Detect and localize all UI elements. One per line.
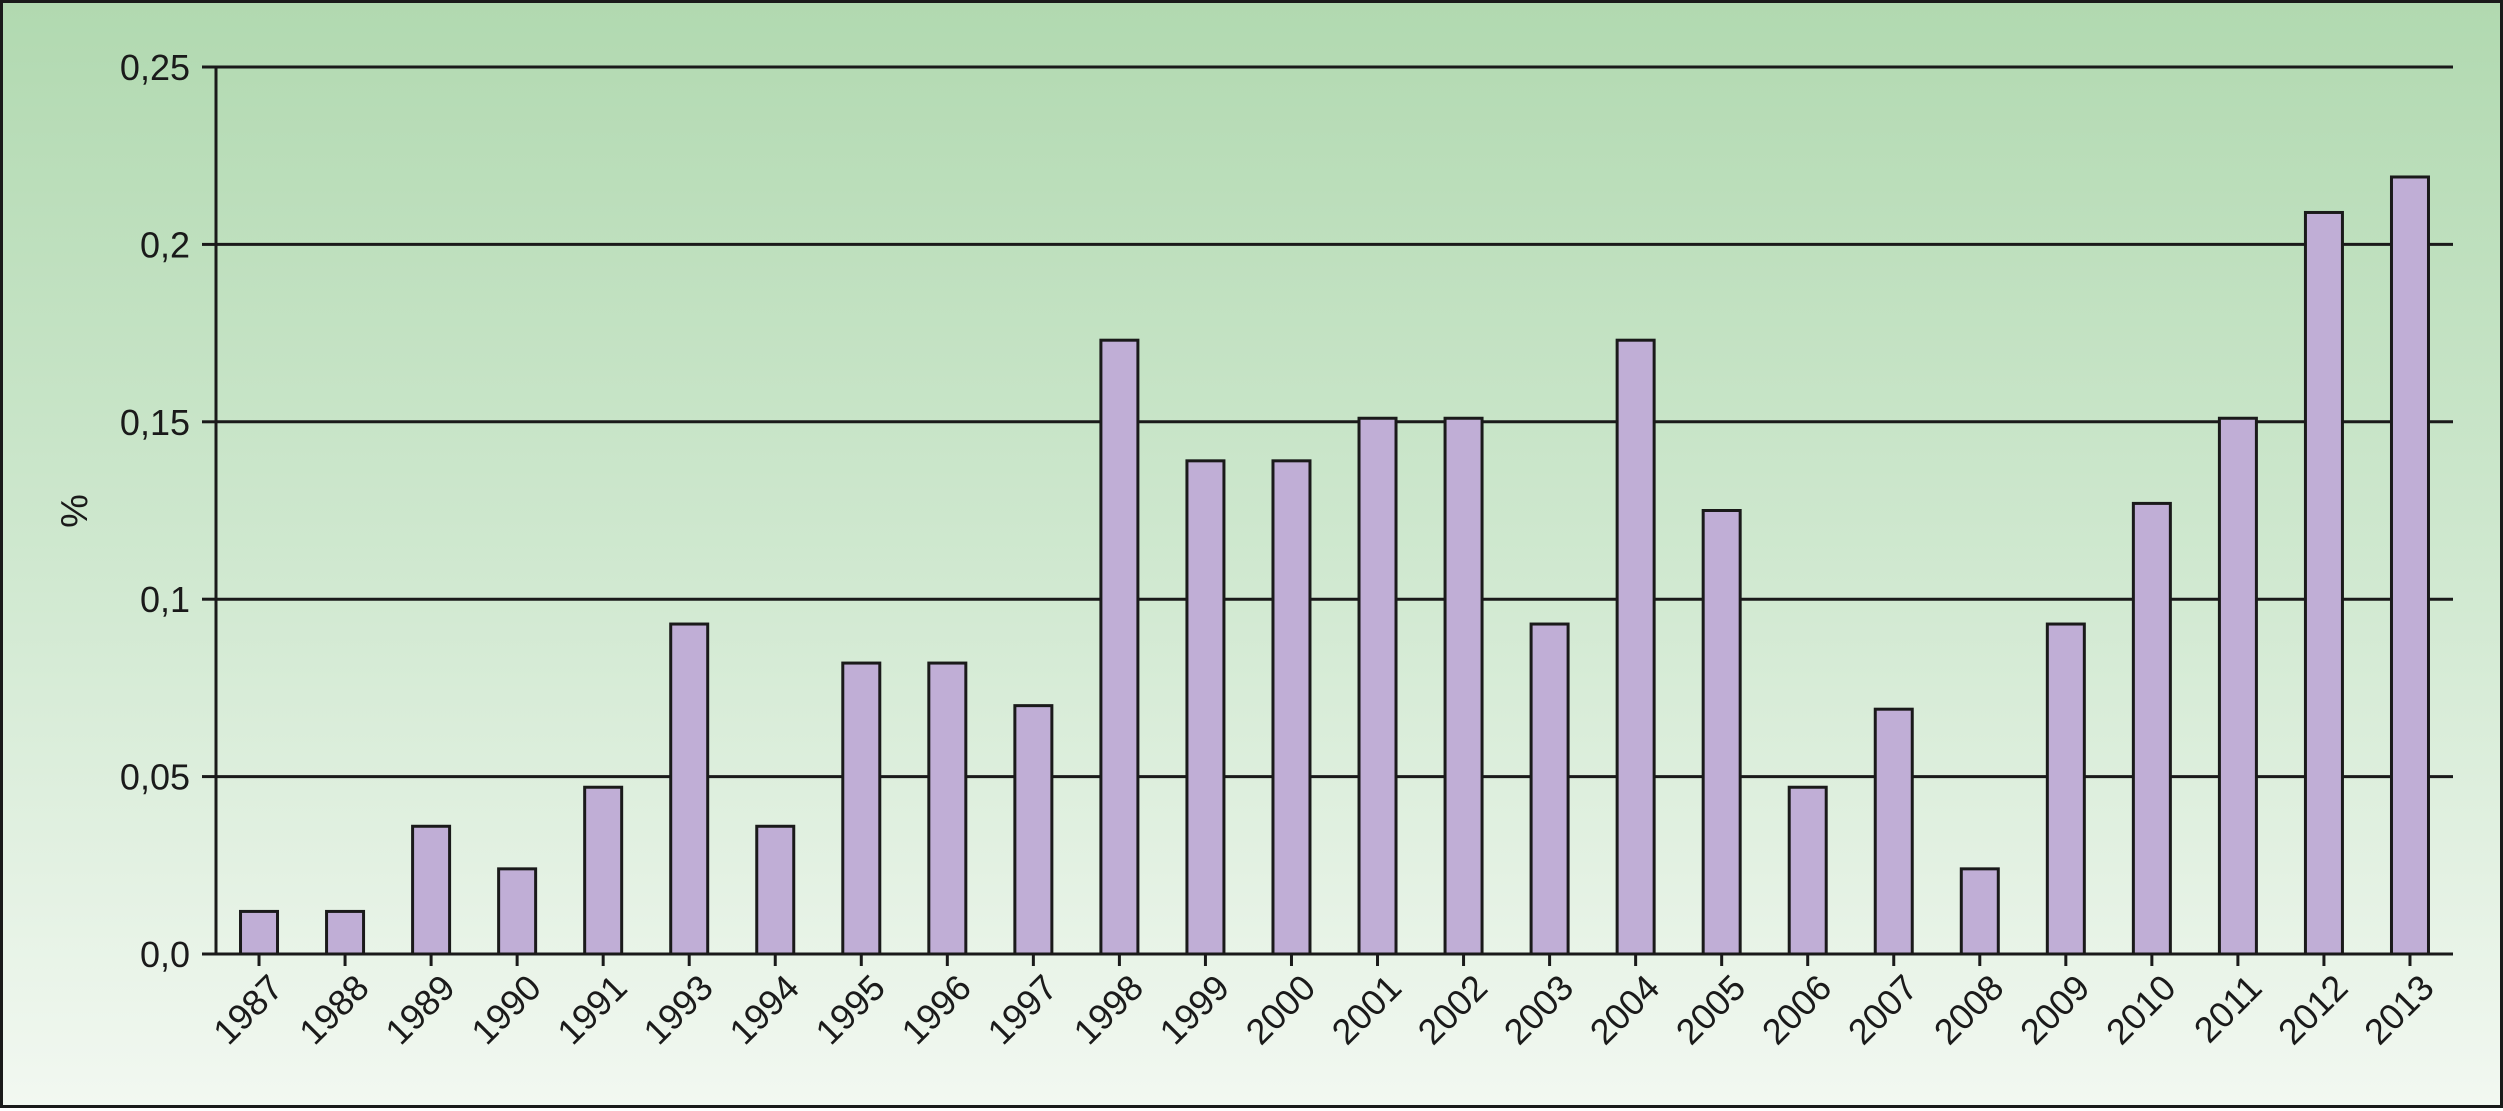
gridlines bbox=[216, 65, 2453, 779]
bar-2007 bbox=[1873, 707, 1914, 956]
bar-2001 bbox=[1357, 416, 1398, 956]
bar-1987 bbox=[239, 909, 280, 956]
bar-2012 bbox=[2303, 210, 2344, 956]
bar-chart: 0,00,050,10,150,20,25 1987 1988 1989 1990 19… bbox=[54, 47, 2453, 1053]
x-tick-label: 1995 bbox=[807, 967, 893, 1053]
x-tick-label: 1993 bbox=[635, 967, 721, 1053]
bar-1997 bbox=[1013, 704, 1054, 956]
x-tick-label: 2010 bbox=[2098, 967, 2184, 1053]
bars bbox=[239, 175, 2430, 956]
bar-1990 bbox=[497, 867, 538, 956]
bar-1988 bbox=[325, 909, 366, 956]
bar-1993 bbox=[669, 622, 710, 956]
y-tick-labels: 0,0 0,05 0,1 0,15 0,2 0,25 bbox=[120, 47, 190, 975]
x-tick-label: 2004 bbox=[1582, 967, 1668, 1053]
x-tick-label: 1997 bbox=[979, 967, 1065, 1053]
x-tick-label: 2011 bbox=[2186, 967, 2270, 1051]
x-tick-label: 1988 bbox=[291, 967, 377, 1053]
y-tick-label: 0,15 bbox=[120, 402, 190, 443]
bar-2008 bbox=[1959, 867, 2000, 956]
bar-2009 bbox=[2045, 622, 2086, 956]
y-tick-label: 0,0 bbox=[140, 934, 190, 975]
bar-2010 bbox=[2131, 501, 2172, 956]
bar-1995 bbox=[841, 661, 882, 956]
x-tick-label: 2003 bbox=[1496, 967, 1582, 1053]
bar-2005 bbox=[1701, 509, 1742, 956]
x-tick-label: 1994 bbox=[721, 967, 807, 1053]
x-tick-label: 1998 bbox=[1065, 967, 1151, 1053]
bar-2000 bbox=[1271, 459, 1312, 956]
x-tick-label: 1990 bbox=[463, 967, 549, 1053]
y-axis-label: % bbox=[54, 494, 96, 528]
x-tick-label: 1987 bbox=[205, 967, 291, 1053]
x-tick-label: 1991 bbox=[549, 967, 635, 1053]
y-tick-label: 0,05 bbox=[120, 757, 190, 798]
y-tick-label: 0,2 bbox=[140, 224, 190, 265]
x-tick-label: 2008 bbox=[1926, 967, 2012, 1053]
x-tick-label: 2006 bbox=[1754, 967, 1840, 1053]
x-tick-label: 1989 bbox=[377, 967, 463, 1053]
bar-1996 bbox=[927, 661, 968, 956]
bar-2004 bbox=[1615, 338, 1656, 956]
x-tick-label: 2005 bbox=[1668, 967, 1754, 1053]
bar-2013 bbox=[2389, 175, 2430, 956]
x-tick-label: 2002 bbox=[1410, 967, 1496, 1053]
x-tick-label: 2012 bbox=[2270, 967, 2356, 1053]
bar-2002 bbox=[1443, 416, 1484, 956]
bar-1998 bbox=[1099, 338, 1140, 956]
bar-1994 bbox=[755, 824, 796, 956]
x-tick-label: 2007 bbox=[1840, 967, 1926, 1053]
x-tick-label: 2009 bbox=[2012, 967, 2098, 1053]
x-tick-label: 2000 bbox=[1238, 967, 1324, 1053]
x-tick-label: 2013 bbox=[2356, 967, 2442, 1053]
bar-1999 bbox=[1185, 459, 1226, 956]
bar-1991 bbox=[583, 785, 624, 956]
bar-2003 bbox=[1529, 622, 1570, 956]
bar-1989 bbox=[411, 824, 452, 956]
x-tick-label: 1996 bbox=[893, 967, 979, 1053]
x-tick-label: 1999 bbox=[1151, 967, 1237, 1053]
y-tick-label: 0,25 bbox=[120, 47, 190, 88]
bar-2011 bbox=[2217, 416, 2258, 956]
y-tick-label: 0,1 bbox=[140, 579, 190, 620]
bar-2006 bbox=[1787, 785, 1828, 956]
x-tick-labels: 1987 1988 1989 1990 1991 1993 1994 1995 1996 1997… bbox=[205, 967, 2442, 1053]
axes bbox=[202, 65, 2453, 966]
x-tick-label: 2001 bbox=[1324, 967, 1410, 1053]
